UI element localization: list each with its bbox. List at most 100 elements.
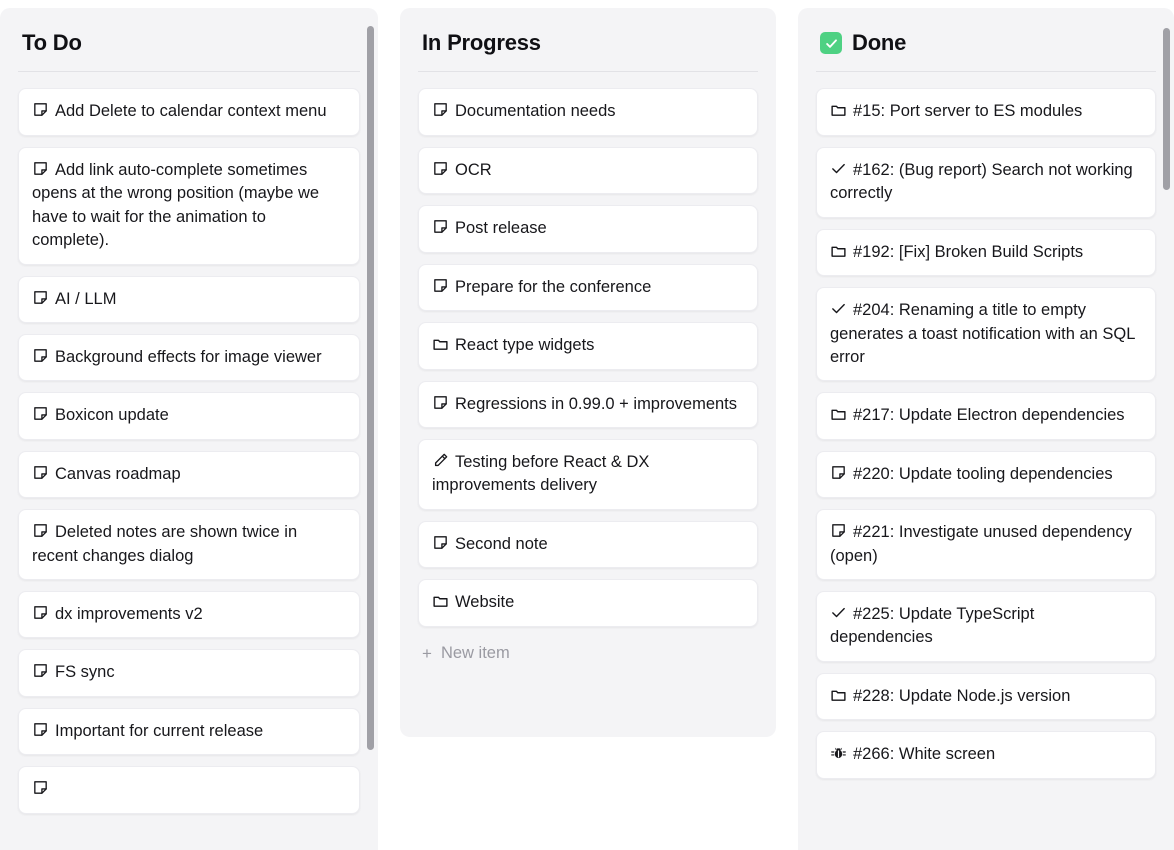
card[interactable]: AI / LLM [18,275,360,323]
pencil-icon [432,452,449,469]
note-icon [32,405,49,422]
note-icon [432,160,449,177]
card-title: Regressions in 0.99.0 + improvements [455,394,738,413]
column-header-done: Done [798,8,1174,56]
card[interactable]: Add Delete to calendar context menu [18,88,360,136]
card[interactable]: Prepare for the conference [418,263,758,312]
card[interactable]: #15: Port server to ES modules [816,88,1156,136]
note-icon [432,394,449,411]
card-title: #15: Port server to ES modules [853,102,1083,121]
card[interactable]: Second note [418,520,758,569]
note-icon [32,464,49,481]
card-title: Add link auto-complete sometimes opens a… [32,160,320,250]
note-icon [32,662,49,679]
note-icon [830,522,847,539]
card-title: Post release [455,219,547,238]
folder-icon [432,592,449,609]
card[interactable]: #220: Update tooling dependencies [816,450,1156,499]
column-todo: To Do Add Delete to calendar context menu… [0,8,378,850]
card[interactable]: Regressions in 0.99.0 + improvements [418,380,758,428]
column-header-todo: To Do [0,8,378,56]
card[interactable]: Website [418,579,758,627]
card-title: #162: (Bug report) Search not working co… [830,160,1133,203]
note-icon [32,289,49,306]
card-title: Deleted notes are shown twice in recent … [32,523,298,565]
note-icon [32,522,49,539]
folder-icon [830,242,847,259]
card[interactable]: Deleted notes are shown twice in recent … [18,509,360,581]
column-done: Done #15: Port server to ES modules #162: … [798,8,1174,850]
card[interactable]: Important for current release [18,707,360,756]
card[interactable]: OCR [418,146,758,195]
card[interactable]: React type widgets [418,322,758,370]
card[interactable]: #266: White screen [816,731,1156,779]
note-icon [830,464,847,481]
card-title: FS sync [55,663,115,682]
column-divider [418,71,758,73]
card[interactable]: #228: Update Node.js version [816,672,1156,721]
card-list-todo: Add Delete to calendar context menu Add l… [0,72,378,850]
card-title: Documentation needs [455,102,616,121]
card-title: #220: Update tooling dependencies [853,464,1113,483]
card[interactable]: Canvas roadmap [18,450,360,499]
check-icon [830,604,847,621]
card-title: #217: Update Electron dependencies [853,406,1125,425]
folder-icon [830,101,847,118]
scrollbar-thumb[interactable] [367,26,374,750]
check-icon [830,300,847,317]
card-title: Prepare for the conference [455,277,652,296]
scrollbar-done [1163,8,1170,850]
card[interactable]: #192: [Fix] Broken Build Scripts [816,228,1156,277]
card[interactable]: Post release [418,205,758,253]
column-title: Done [852,30,907,55]
card[interactable]: #217: Update Electron dependencies [816,392,1156,440]
card-title: Background effects for image viewer [55,347,322,366]
card-title: #228: Update Node.js version [853,686,1071,705]
card[interactable]: #204: Renaming a title to empty generate… [816,287,1156,382]
card-title: AI / LLM [55,289,117,308]
scrollbar-thumb[interactable] [1163,28,1170,190]
plus-icon: + [422,643,432,663]
card-list-inprogress: Documentation needs OCR Post release Prepar… [400,72,776,737]
new-item-label: New item [440,643,510,662]
folder-icon [432,335,449,352]
card[interactable]: Testing before React & DX improvements d… [418,438,758,510]
card[interactable]: Documentation needs [418,88,758,136]
column-header-inprogress: In Progress [400,8,776,56]
card[interactable]: Background effects for image viewer [18,333,360,382]
card-title: #266: White screen [853,745,996,764]
scrollbar-todo [367,8,374,850]
note-icon [32,101,49,118]
card[interactable]: #221: Investigate unused dependency (ope… [816,509,1156,581]
card-title: Important for current release [55,721,264,740]
card-title: OCR [455,160,492,179]
card[interactable]: Add link auto-complete sometimes opens a… [18,146,360,265]
column-title: In Progress [422,30,541,55]
card[interactable]: #225: Update TypeScript dependencies [816,591,1156,662]
note-icon [432,277,449,294]
column-title: To Do [22,30,82,55]
card[interactable]: Boxicon update [18,392,360,440]
note-icon [32,779,49,796]
new-item-button[interactable]: + New item [418,638,758,665]
note-icon [32,347,49,364]
note-icon [432,218,449,235]
column-divider [816,71,1156,73]
note-icon [32,721,49,738]
card-title: Second note [455,534,548,553]
note-icon [432,101,449,118]
note-icon [32,160,49,177]
card-title: Add Delete to calendar context menu [55,102,327,121]
green-check-box-icon [820,32,842,55]
note-icon [432,534,449,551]
card[interactable]: #162: (Bug report) Search not working co… [816,146,1156,218]
card[interactable]: FS sync [18,649,360,697]
card-title: #204: Renaming a title to empty generate… [830,301,1135,366]
card-list-done: #15: Port server to ES modules #162: (Bug… [798,72,1174,850]
card[interactable] [18,766,360,814]
column-divider [18,71,360,73]
card[interactable]: dx improvements v2 [18,591,360,639]
card-title: #225: Update TypeScript dependencies [830,605,1035,647]
card-title: dx improvements v2 [55,605,203,624]
